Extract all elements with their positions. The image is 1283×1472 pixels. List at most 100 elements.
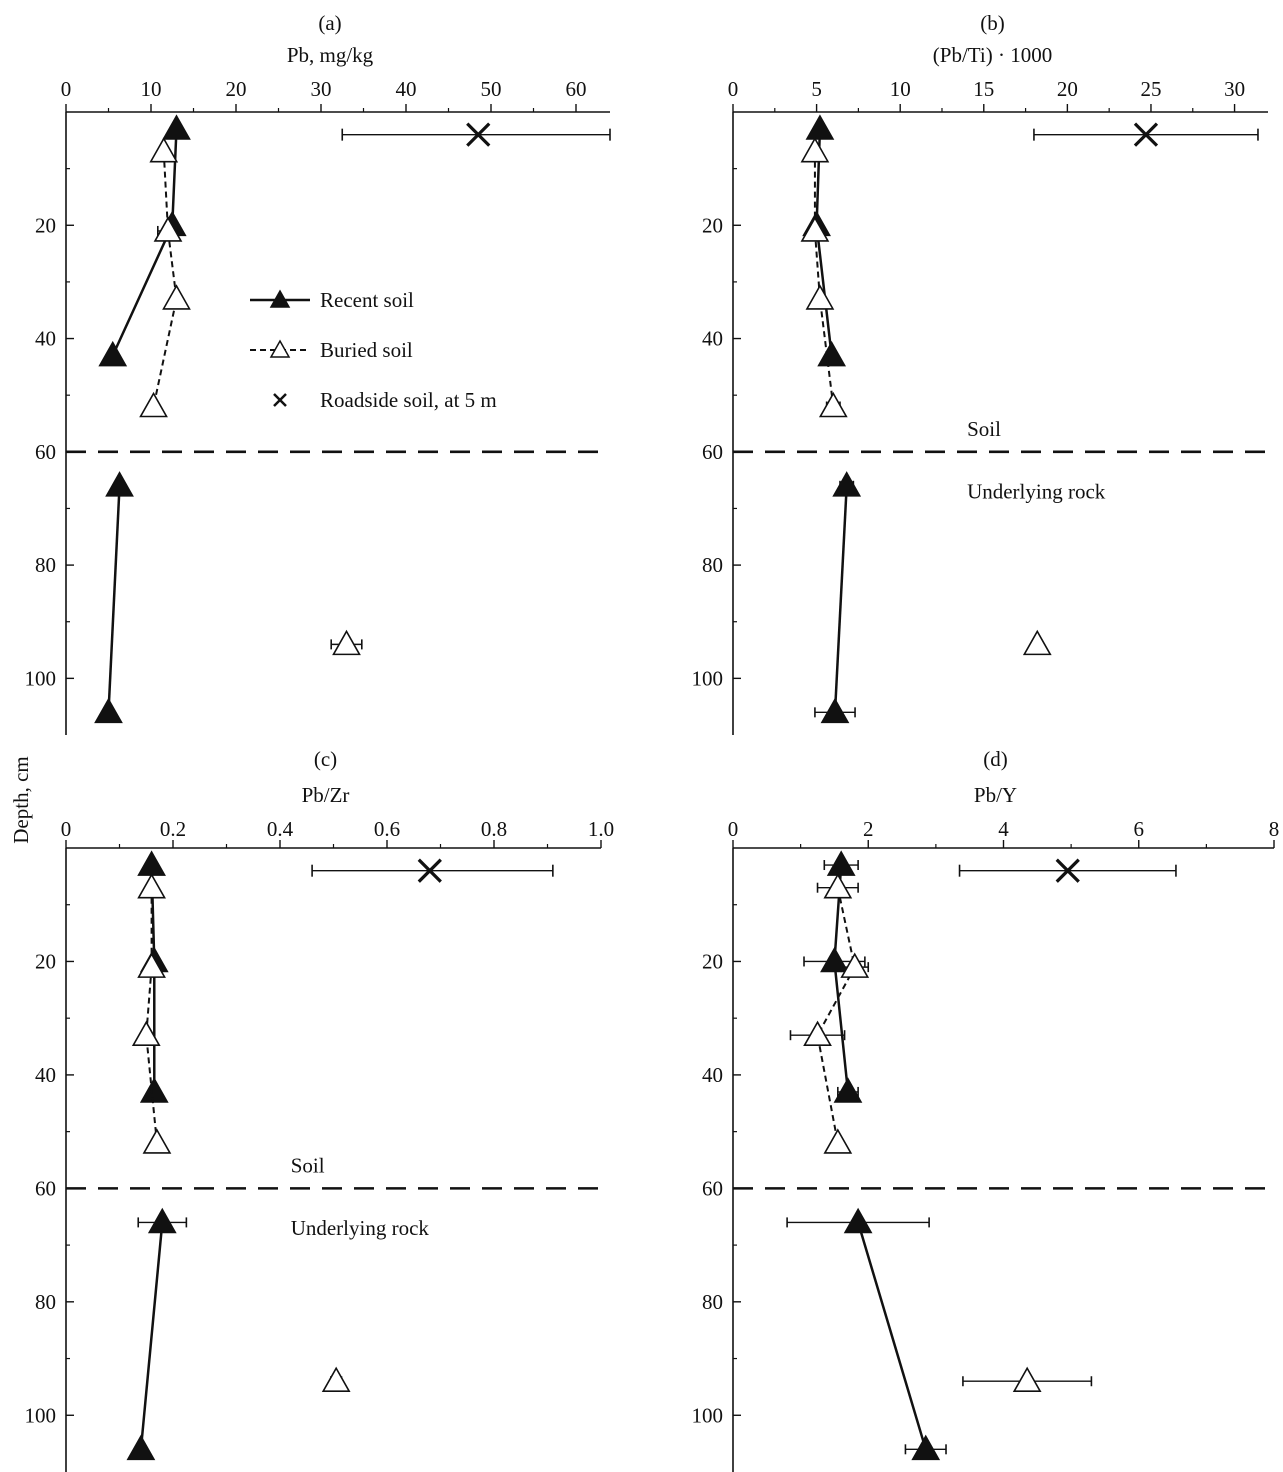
x-tick-label: 0: [728, 77, 739, 101]
data-point: [823, 873, 853, 899]
data-point: [98, 340, 128, 367]
soil-annotation: Soil: [967, 417, 1001, 441]
panel-label: (c): [314, 747, 337, 771]
data-point: [833, 1077, 863, 1103]
data-point: [805, 284, 835, 310]
data-point: [1012, 1366, 1042, 1393]
x-tick-label: 0: [728, 817, 739, 841]
data-point: [817, 340, 847, 367]
x-tick-label: 20: [226, 77, 247, 101]
y-tick-label: 100: [692, 1403, 724, 1427]
x-tick-label: 50: [481, 77, 502, 101]
series-buried-soil: [131, 873, 351, 1393]
data-point: [137, 952, 166, 978]
y-tick-label: 80: [35, 1290, 56, 1314]
x-tick-label: 1.0: [588, 817, 614, 841]
x-tick-label: 0.6: [374, 817, 400, 841]
series-roadside-soil-at-5-m: [1033, 122, 1259, 147]
series-line: [139, 1222, 164, 1450]
data-point: [1022, 629, 1052, 656]
data-point: [162, 114, 191, 140]
x-tick-label: 20: [1057, 77, 1078, 101]
series-line: [856, 1222, 927, 1450]
data-point: [840, 952, 870, 978]
series-line: [813, 151, 835, 407]
x-axis-title: Pb/Zr: [302, 783, 350, 807]
x-tick-label: 0.8: [481, 817, 507, 841]
series-buried-soil: [800, 137, 1052, 656]
data-point: [803, 1020, 832, 1046]
series-buried-soil: [789, 873, 1093, 1393]
x-tick-label: 15: [973, 77, 994, 101]
x-tick-label: 6: [1134, 817, 1145, 841]
y-tick-label: 40: [702, 1063, 723, 1087]
legend: Recent soil Buried soil Roadside soil, a…: [250, 288, 497, 412]
x-tick-label: 0: [61, 77, 72, 101]
data-point: [1055, 858, 1080, 883]
x-axis-title: (Pb/Ti) · 1000: [933, 43, 1052, 67]
data-point: [832, 471, 862, 497]
data-point: [139, 391, 168, 418]
data-point: [137, 850, 166, 876]
y-tick-label: 60: [702, 440, 723, 464]
data-point: [162, 284, 191, 310]
underlying-rock-annotation: Underlying rock: [967, 479, 1106, 503]
data-point: [332, 629, 361, 656]
x-axis-title: Pb/Y: [974, 783, 1017, 807]
x-tick-label: 0.4: [267, 817, 294, 841]
data-point: [321, 1366, 351, 1393]
soil-annotation: Soil: [291, 1154, 325, 1178]
x-tick-label: 10: [141, 77, 162, 101]
data-point: [805, 114, 835, 140]
data-point: [826, 850, 856, 876]
data-point: [466, 122, 491, 147]
y-tick-label: 100: [692, 666, 724, 690]
panel-d: (d) Pb/Y 0 2 4 6 8 20 40 60 80 100: [692, 747, 1279, 1472]
series-recent-soil: [94, 114, 191, 724]
series-recent-soil: [802, 114, 862, 724]
data-point: [818, 391, 848, 418]
panel-label: (d): [983, 747, 1008, 771]
x-tick-label: 30: [311, 77, 332, 101]
panels: (a)Pb, mg/kg0 10 20 30 40 50 6020406080100(b)(…: [25, 11, 1279, 1472]
legend-recent-marker: [269, 289, 291, 308]
data-point: [417, 858, 442, 883]
series-roadside-soil-at-5-m: [311, 858, 554, 883]
series-line: [816, 887, 856, 1144]
x-tick-label: 25: [1140, 77, 1161, 101]
y-tick-label: 40: [35, 327, 56, 351]
data-point: [94, 697, 123, 724]
data-point: [911, 1434, 941, 1461]
x-tick-label: 60: [566, 77, 587, 101]
series-line: [833, 485, 848, 713]
legend-roadside-marker: [273, 393, 287, 407]
series-line: [145, 887, 158, 1144]
y-tick-label: 40: [702, 327, 723, 351]
underlying-rock-annotation: Underlying rock: [291, 1216, 430, 1240]
x-tick-label: 4: [998, 817, 1009, 841]
y-tick-label: 20: [702, 949, 723, 973]
series-recent-soil: [786, 850, 947, 1461]
data-point: [131, 1020, 161, 1046]
series-recent-soil: [126, 850, 188, 1461]
x-tick-label: 40: [396, 77, 417, 101]
x-tick-label: 0: [61, 817, 72, 841]
legend-buried-marker: [269, 339, 291, 358]
error-bar: [311, 864, 554, 877]
series-roadside-soil-at-5-m: [341, 122, 611, 147]
series-line: [111, 128, 178, 357]
data-point: [142, 1128, 172, 1154]
panel-label: (b): [980, 11, 1005, 35]
legend-label-recent-soil: Recent soil: [320, 288, 414, 312]
data-point: [820, 697, 850, 724]
panel-label: (a): [318, 11, 341, 35]
legend-label-buried-soil: Buried soil: [320, 338, 413, 362]
y-tick-label: 20: [35, 949, 56, 973]
data-point: [149, 137, 179, 163]
data-point: [843, 1207, 873, 1234]
data-point: [139, 1077, 169, 1103]
series-line: [107, 485, 121, 713]
data-point: [137, 873, 166, 899]
y-tick-label: 20: [35, 213, 56, 237]
